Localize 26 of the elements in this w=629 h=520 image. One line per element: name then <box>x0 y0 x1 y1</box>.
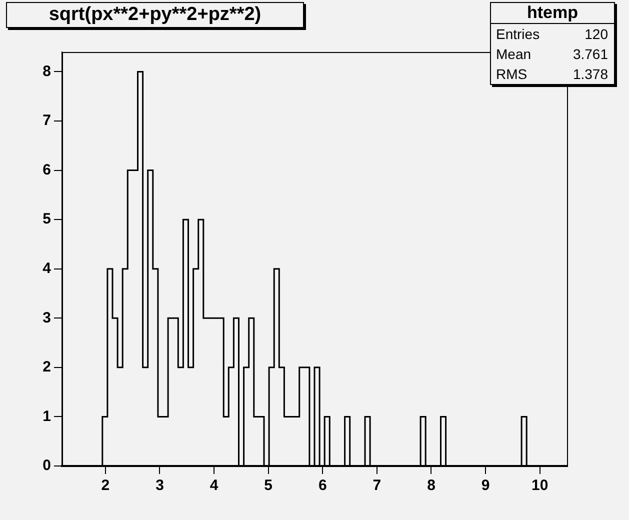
x-tick-label: 10 <box>532 477 548 494</box>
y-tick-label: 1 <box>42 408 51 425</box>
x-tick-label: 7 <box>372 477 382 494</box>
x-tick-label: 8 <box>427 477 436 494</box>
y-tick-label: 7 <box>42 112 51 130</box>
y-tick-label: 3 <box>42 309 51 326</box>
annotation: Mean <box>496 45 532 64</box>
y-tick-label: 8 <box>42 62 51 80</box>
y-tick-label: 2 <box>42 358 51 376</box>
text: htemp <box>491 3 614 24</box>
y-tick-label: 6 <box>42 161 51 178</box>
x-tick-label: 4 <box>210 477 219 494</box>
x-tick-label: 2 <box>101 477 110 494</box>
chart-title: sqrt(px**2+py**2+pz**2) <box>6 2 304 28</box>
text: 1.378 <box>572 65 608 84</box>
x-tick-label: 9 <box>481 477 490 494</box>
text: 3.761 <box>572 45 608 64</box>
text: 120 <box>584 25 608 44</box>
annotation: RMS <box>496 65 528 84</box>
y-tick-label: 5 <box>42 210 51 228</box>
y-tick-label: 4 <box>42 260 52 277</box>
x-tick-label: 5 <box>264 477 273 494</box>
y-tick-label: 0 <box>42 457 51 474</box>
x-tick-label: 6 <box>318 477 327 494</box>
text: Entries <box>496 25 540 44</box>
x-tick-label: 3 <box>156 477 164 494</box>
